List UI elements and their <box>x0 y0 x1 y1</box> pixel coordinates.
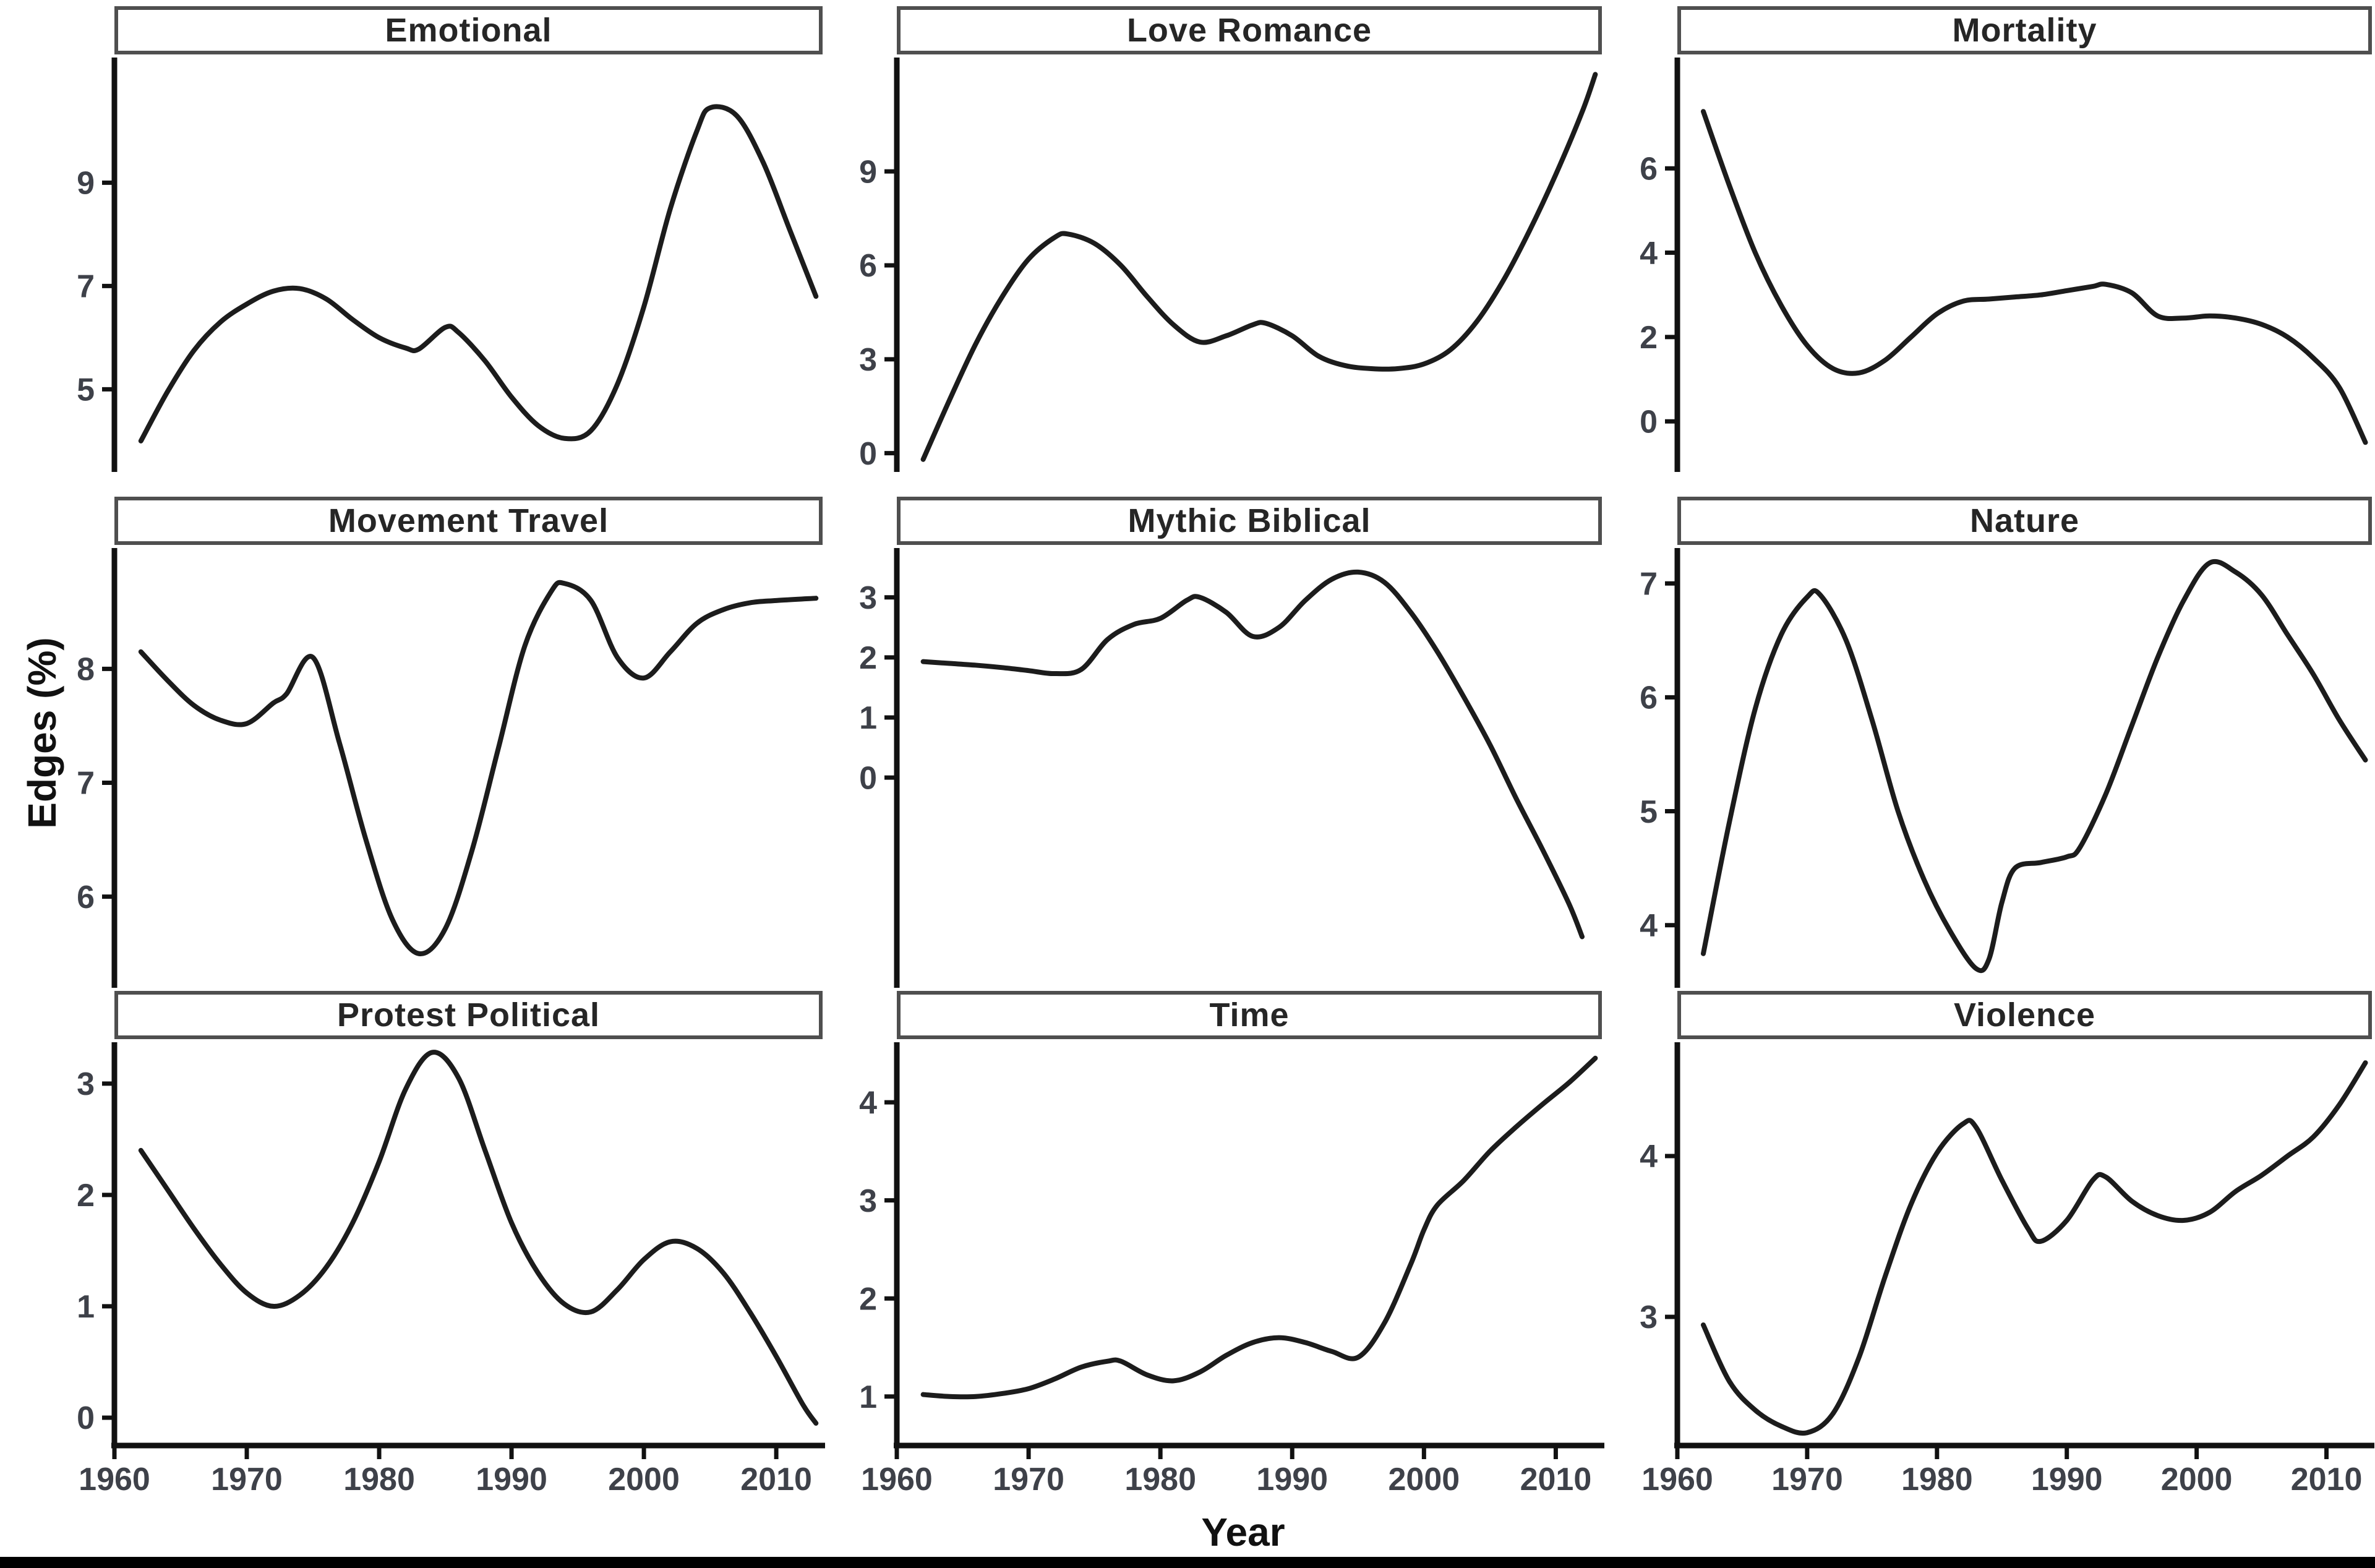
x-tick-label: 1990 <box>1256 1462 1328 1497</box>
y-axis-title: Edges (%) <box>20 637 64 829</box>
x-tick-label: 1990 <box>476 1462 547 1497</box>
facet-panel: 0 1 2 3 <box>859 548 1602 988</box>
facet-panel: 1 2 3 4 1960 1970 1980 1990 2000 2010 <box>859 1042 1604 1497</box>
facet-title: Love Romance <box>1126 12 1372 49</box>
y-tick-label: 7 <box>77 766 95 802</box>
y-tick-label: 5 <box>77 372 95 408</box>
facet-protest-political: Protest Political 0 1 2 3 1960 1970 1980 1990 20… <box>77 991 825 1497</box>
x-tick-label: 1980 <box>1901 1462 1973 1497</box>
y-tick-label: 1 <box>77 1289 95 1325</box>
y-tick-label: 4 <box>1640 1139 1658 1175</box>
y-tick-label: 3 <box>859 580 877 616</box>
y-tick-label: 6 <box>1640 151 1658 187</box>
y-tick-label: 3 <box>1640 1300 1658 1335</box>
y-tick-label: 9 <box>859 154 877 190</box>
y-tick-label: 2 <box>859 1281 877 1317</box>
y-tick-label: 7 <box>1640 566 1658 602</box>
facet-panel: 3 4 1960 1970 1980 1990 2000 2010 <box>1640 1042 2374 1497</box>
facet-title: Nature <box>1969 502 2080 539</box>
x-tick-label: 1960 <box>79 1462 150 1497</box>
facet-panel: 0 1 2 3 1960 1970 1980 1990 2000 2010 <box>77 1042 825 1497</box>
facet-strip: Love Romance <box>897 6 1602 54</box>
x-tick-label: 1980 <box>343 1462 415 1497</box>
facet-mythic-biblical: Mythic Biblical 0 1 2 3 <box>859 497 1602 988</box>
facet-title: Emotional <box>385 12 552 49</box>
facet-strip: Emotional <box>114 6 823 54</box>
y-tick-label: 6 <box>77 880 95 915</box>
x-tick-label: 2000 <box>2161 1462 2233 1497</box>
y-tick-label: 5 <box>1640 794 1658 830</box>
facet-mortality: Mortality 0 2 4 6 <box>1640 6 2372 472</box>
trend-curve <box>920 569 1585 940</box>
facet-title: Violence <box>1953 996 2096 1034</box>
x-tick-label: 2010 <box>2291 1462 2363 1497</box>
trend-curve <box>138 1050 819 1426</box>
facet-love-romance: Love Romance 0 3 6 9 <box>859 6 1602 472</box>
y-tick-label: 0 <box>1640 404 1658 440</box>
x-tick-label: 1970 <box>211 1462 283 1497</box>
x-tick-label: 2010 <box>1520 1462 1592 1497</box>
y-tick-label: 3 <box>859 1183 877 1219</box>
x-tick-label: 1990 <box>2031 1462 2103 1497</box>
facet-strip: Nature <box>1677 497 2372 545</box>
x-tick-label: 1960 <box>1641 1462 1713 1497</box>
trend-curve <box>138 104 819 443</box>
facet-panel: 0 3 6 9 <box>859 58 1602 472</box>
x-tick-label: 2000 <box>1388 1462 1460 1497</box>
x-tick-label: 1960 <box>861 1462 933 1497</box>
facet-time: Time 1 2 3 4 1960 1970 1980 1990 2000 2010 <box>859 991 1604 1497</box>
facet-strip: Time <box>897 991 1602 1039</box>
facet-title: Time <box>1209 996 1290 1034</box>
y-tick-label: 0 <box>77 1400 95 1436</box>
facet-strip: Movement Travel <box>114 497 823 545</box>
y-tick-label: 6 <box>1640 680 1658 716</box>
y-tick-label: 4 <box>1640 908 1658 944</box>
y-tick-label: 6 <box>859 248 877 284</box>
facet-panel: 5 7 9 <box>77 58 823 472</box>
facet-nature: Nature 4 5 6 7 <box>1640 497 2372 988</box>
y-tick-label: 2 <box>77 1178 95 1214</box>
y-tick-label: 1 <box>859 1379 877 1415</box>
facet-title: Movement Travel <box>328 502 609 539</box>
bottom-edge-bar <box>0 1557 2375 1568</box>
x-tick-label: 2000 <box>608 1462 680 1497</box>
facet-strip: Violence <box>1677 991 2372 1039</box>
y-tick-label: 9 <box>77 166 95 202</box>
facet-title: Mortality <box>1952 12 2097 49</box>
y-tick-label: 0 <box>859 436 877 472</box>
y-tick-label: 4 <box>859 1085 877 1121</box>
trend-curve <box>1700 109 2368 445</box>
facet-movement-travel: Movement Travel 6 7 8 <box>77 497 823 988</box>
facet-emotional: Emotional 5 7 9 <box>77 6 823 472</box>
facet-strip: Mortality <box>1677 6 2372 54</box>
trend-curve <box>920 1055 1598 1400</box>
facet-violence: Violence 3 4 1960 1970 1980 1990 2000 2010 <box>1640 991 2374 1497</box>
facet-panel: 4 5 6 7 <box>1640 548 2372 988</box>
x-tick-label: 1970 <box>1771 1462 1843 1497</box>
y-tick-label: 2 <box>859 640 877 676</box>
y-tick-label: 1 <box>859 700 877 736</box>
y-tick-label: 0 <box>859 760 877 796</box>
facet-panel: 6 7 8 <box>77 548 823 988</box>
y-tick-label: 3 <box>859 342 877 378</box>
facet-strip: Mythic Biblical <box>897 497 1602 545</box>
x-tick-label: 2010 <box>740 1462 812 1497</box>
trend-curve <box>1700 1060 2368 1436</box>
facet-strip: Protest Political <box>114 991 823 1039</box>
facet-title: Protest Political <box>336 996 601 1034</box>
y-tick-label: 3 <box>77 1066 95 1102</box>
x-tick-label: 1980 <box>1124 1462 1196 1497</box>
y-tick-label: 2 <box>1640 320 1658 356</box>
facet-title: Mythic Biblical <box>1128 502 1371 539</box>
facet-panel: 0 2 4 6 <box>1640 58 2372 472</box>
x-axis-title: Year <box>1201 1510 1285 1554</box>
trend-curve <box>138 580 819 956</box>
y-tick-label: 7 <box>77 269 95 305</box>
y-tick-label: 8 <box>77 652 95 688</box>
x-tick-label: 1970 <box>993 1462 1064 1497</box>
trend-curve <box>1700 559 2368 974</box>
y-tick-label: 4 <box>1640 236 1658 272</box>
trend-curve <box>920 72 1598 462</box>
